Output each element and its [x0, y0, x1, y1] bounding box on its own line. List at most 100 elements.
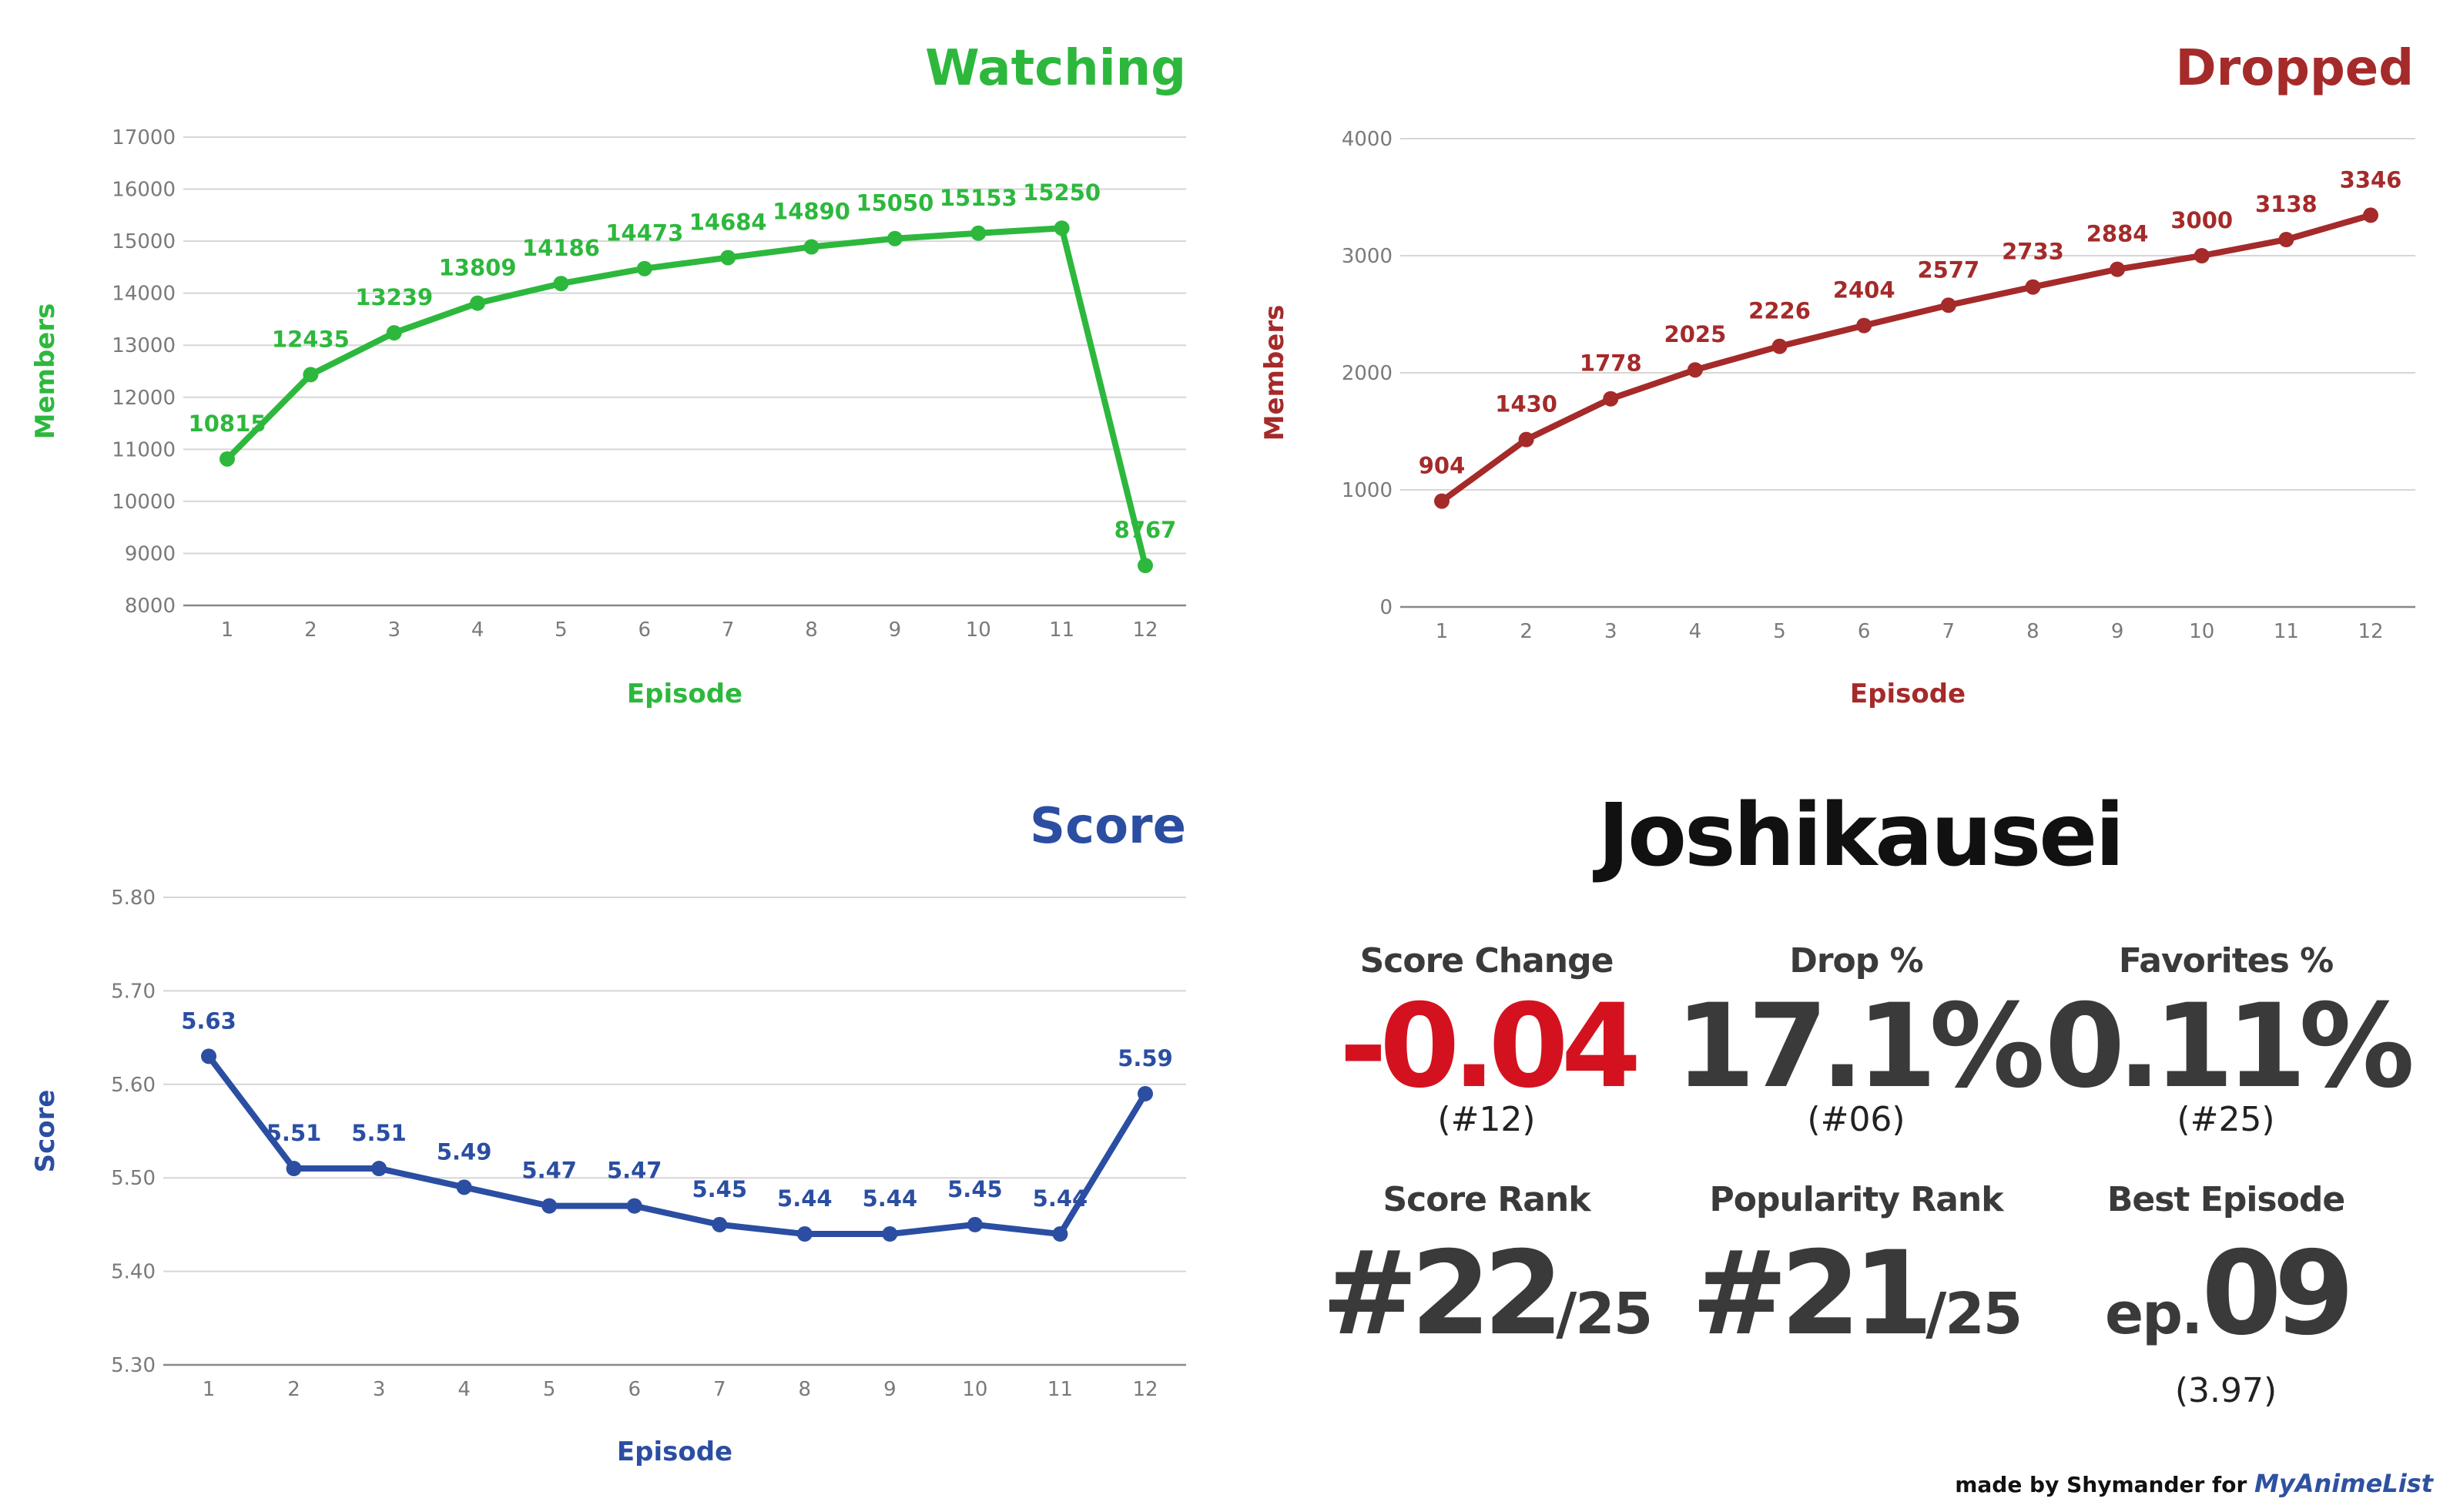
dropped-x-tick-label: 9 — [2111, 620, 2124, 643]
watching-x-axis-label: Episode — [627, 679, 742, 709]
dropped-y-tick-label: 4000 — [1342, 128, 1393, 151]
dropped-data-point — [2025, 279, 2041, 295]
favorites-percent-value: 0.11% — [2044, 980, 2415, 1114]
score-data-label: 5.49 — [437, 1138, 492, 1165]
watching-data-label: 13809 — [439, 255, 517, 281]
score-data-point — [882, 1226, 898, 1242]
watching-data-label: 8767 — [1114, 517, 1177, 543]
watching-data-label: 10815 — [189, 411, 266, 437]
dropped-y-tick-label: 1000 — [1342, 479, 1393, 502]
score-x-tick-label: 12 — [1132, 1378, 1158, 1401]
score-x-tick-label: 3 — [373, 1378, 386, 1401]
watching-x-tick-label: 9 — [889, 619, 902, 642]
score-x-tick-label: 2 — [287, 1378, 300, 1401]
myanimelist-logo: MyAnimeList — [2254, 1469, 2433, 1498]
dropped-series-line — [1439, 212, 2374, 505]
score-x-axis-label: Episode — [617, 1437, 732, 1467]
dropped-x-tick-label: 8 — [2026, 620, 2039, 643]
watching-chart-title: Watching — [925, 40, 1186, 97]
dropped-x-axis-label: Episode — [1850, 679, 1966, 709]
watching-x-tick-label: 2 — [304, 619, 317, 642]
dropped-x-tick-label: 4 — [1689, 620, 1702, 643]
score-x-tick-label: 8 — [799, 1378, 812, 1401]
score-data-label: 5.44 — [1033, 1185, 1088, 1212]
score-y-tick-label: 5.50 — [111, 1167, 156, 1190]
score-y-tick-label: 5.30 — [111, 1354, 156, 1377]
watching-data-label: 15153 — [940, 185, 1017, 211]
dropped-data-point — [1940, 297, 1956, 313]
drop-percent-rank: (#06) — [1807, 1100, 1905, 1139]
watching-y-tick-label: 12000 — [112, 387, 176, 410]
score-data-label: 5.63 — [181, 1007, 236, 1034]
watching-data-label: 13239 — [355, 284, 433, 310]
dropped-x-tick-label: 7 — [1942, 620, 1956, 643]
dropped-x-tick-label: 12 — [2358, 620, 2383, 643]
watching-series-line — [224, 225, 1148, 569]
watching-x-tick-label: 4 — [471, 619, 484, 642]
dropped-data-label: 2025 — [1664, 321, 1727, 347]
watching-x-tick-label: 11 — [1049, 619, 1074, 642]
drop-percent-label: Drop % — [1789, 941, 1923, 981]
drop-percent-value: 17.1% — [1674, 980, 2045, 1114]
dropped-x-tick-label: 10 — [2189, 620, 2214, 643]
dropped-data-label: 3000 — [2170, 207, 2233, 233]
score-y-tick-label: 5.80 — [111, 887, 156, 910]
watching-y-tick-label: 10000 — [112, 491, 176, 514]
watching-x-tick-label: 1 — [221, 619, 234, 642]
dropped-data-point — [1603, 391, 1619, 407]
watching-data-label: 14186 — [522, 235, 600, 261]
dropped-data-point — [1856, 317, 1872, 334]
score-x-tick-label: 7 — [713, 1378, 726, 1401]
dropped-data-point — [1687, 362, 1703, 378]
score-x-tick-label: 4 — [457, 1378, 471, 1401]
watching-data-label: 15250 — [1023, 179, 1101, 206]
score-data-label: 5.47 — [521, 1158, 577, 1184]
dropped-data-label: 2577 — [1917, 256, 1979, 283]
score-data-label: 5.44 — [777, 1185, 833, 1212]
score-rank-number: #22 — [1321, 1227, 1564, 1361]
watching-data-point — [886, 230, 903, 246]
score-data-point — [201, 1048, 216, 1064]
score-change-value: -0.04 — [1339, 980, 1641, 1114]
watching-data-point — [303, 367, 319, 383]
best-episode-prefix: ep. — [2104, 1281, 2203, 1347]
best-episode-score: (3.97) — [2174, 1371, 2277, 1410]
score-data-point — [796, 1226, 813, 1242]
score-data-point — [712, 1216, 728, 1232]
score-data-label: 5.44 — [863, 1185, 918, 1212]
credit-footer: made by Shymander for MyAnimeList — [1955, 1469, 2433, 1498]
watching-x-tick-label: 12 — [1132, 619, 1158, 642]
dropped-data-label: 3346 — [2340, 166, 2402, 193]
score-y-tick-label: 5.40 — [111, 1261, 156, 1284]
score-change-stat: Score Change -0.04 (#12) — [1302, 940, 1671, 1140]
score-data-point — [1138, 1085, 1153, 1101]
favorites-percent-stat: Favorites % 0.11% (#25) — [2041, 940, 2415, 1140]
dropped-data-point — [2278, 232, 2294, 248]
watching-y-tick-label: 16000 — [112, 179, 176, 202]
dropped-x-tick-label: 6 — [1858, 620, 1871, 643]
dropped-data-point — [1434, 493, 1450, 509]
score-data-point — [541, 1198, 558, 1214]
dropped-data-point — [1771, 338, 1788, 354]
score-x-tick-label: 1 — [203, 1378, 216, 1401]
watching-data-label: 15050 — [856, 190, 933, 216]
dropped-data-label: 1778 — [1580, 350, 1642, 377]
score-data-point — [626, 1198, 642, 1214]
watching-x-tick-label: 8 — [805, 619, 818, 642]
popularity-rank-stat: Popularity Rank #21/25 — [1671, 1178, 2041, 1376]
score-rank-stat: Score Rank #22/25 — [1302, 1178, 1671, 1376]
watching-y-tick-label: 8000 — [125, 595, 176, 618]
score-data-label: 5.59 — [1118, 1045, 1173, 1071]
summary-panel: Joshikausei Score Change -0.04 (#12) Dro… — [1302, 770, 2418, 1463]
watching-data-point — [470, 295, 486, 311]
watching-y-tick-label: 9000 — [125, 542, 176, 565]
score-y-tick-label: 5.60 — [111, 1074, 156, 1097]
best-episode-stat: Best Episode ep.09 (3.97) — [2041, 1178, 2411, 1411]
watching-data-point — [1138, 558, 1153, 574]
score-x-tick-label: 11 — [1047, 1378, 1073, 1401]
watching-y-axis-label: Members — [30, 303, 61, 440]
score-chart-title: Score — [1030, 798, 1186, 855]
dropped-data-point — [1518, 431, 1534, 448]
watching-data-point — [553, 276, 569, 292]
